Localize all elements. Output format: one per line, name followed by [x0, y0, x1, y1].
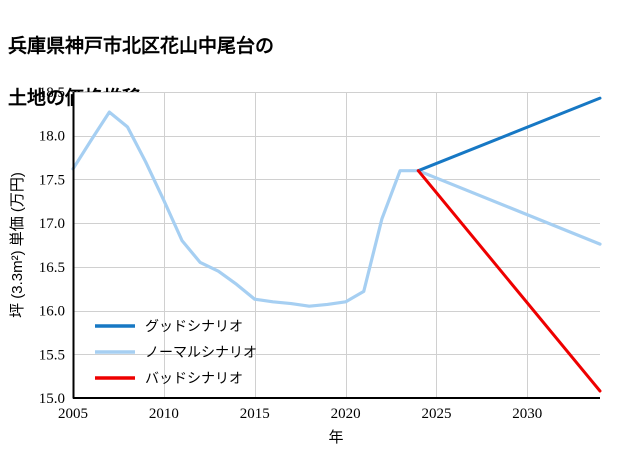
x-tick-label: 2025 — [421, 406, 451, 422]
x-tick-label: 2030 — [512, 406, 542, 422]
series-line-normal — [71, 110, 602, 308]
plot-background — [73, 92, 600, 398]
y-tick-label: 18.5 — [39, 85, 65, 101]
y-tick-label: 17.0 — [39, 216, 65, 232]
legend-label: バッドシナリオ — [145, 370, 243, 386]
y-gridlines — [73, 92, 600, 399]
y-axis-tick-labels: 15.0 15.5 16.0 16.5 17.0 17.5 18.0 18.5 — [39, 85, 65, 407]
legend-label: ノーマルシナリオ — [145, 344, 257, 360]
y-tick-label: 18.0 — [39, 129, 65, 145]
y-tick-label: 15.5 — [39, 347, 65, 363]
data-series-layer — [71, 96, 602, 393]
series-line-good — [416, 96, 602, 173]
x-axis-tick-labels: 2005 2010 2015 2020 2025 2030 — [58, 406, 542, 422]
svg-text:年: 年 — [328, 429, 343, 446]
x-tick-label: 2010 — [149, 406, 179, 422]
svg-text:坪 (3.3m²) 単価 (万円): 坪 (3.3m²) 単価 (万円) — [9, 172, 26, 318]
axis-spines — [72, 92, 600, 400]
x-tick-label: 2020 — [331, 406, 361, 422]
series-line-bad — [416, 169, 602, 393]
x-tick-label: 2005 — [58, 406, 88, 422]
y-tick-label: 17.5 — [39, 172, 65, 188]
y-tick-label: 15.0 — [39, 391, 65, 407]
x-tick-label: 2015 — [240, 406, 270, 422]
y-tick-label: 16.5 — [39, 260, 65, 276]
y-axis-title: 坪 (3.3m²) 単価 (万円) — [9, 172, 26, 318]
x-axis-title: 年 — [328, 429, 343, 446]
y-tick-label: 16.0 — [39, 304, 65, 320]
chart-title-line-1: 兵庫県神戸市北区花山中尾台の — [8, 36, 275, 57]
legend-label: グッドシナリオ — [145, 318, 243, 334]
